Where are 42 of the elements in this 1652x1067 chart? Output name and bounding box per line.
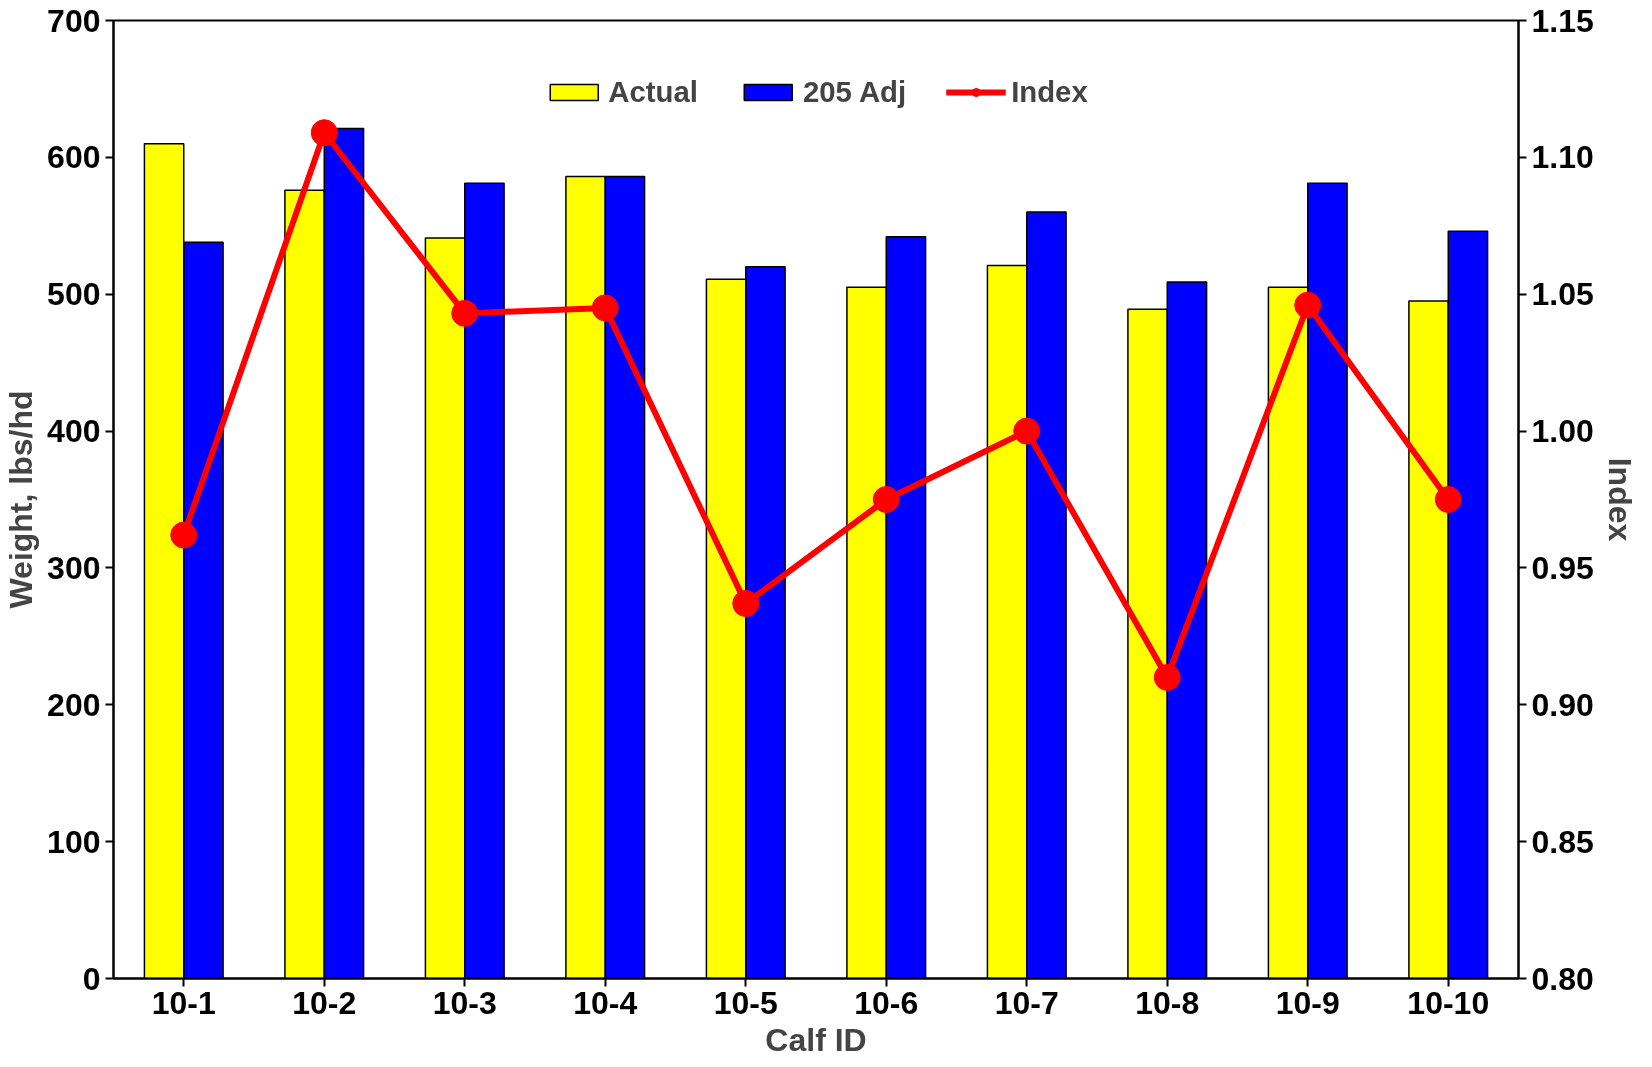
x-tick-label: 10-4: [573, 984, 638, 1021]
point: [1434, 486, 1462, 513]
y-tick-label: 400: [47, 413, 101, 450]
y2-tick-label: 0.85: [1531, 823, 1594, 860]
x-tick-label: 10-2: [292, 984, 357, 1021]
legend-label: Actual: [608, 75, 698, 109]
y-tick-label: 200: [47, 686, 101, 723]
point: [451, 299, 479, 327]
y2-tick-label: 1.10: [1531, 139, 1594, 176]
x-tick-label: 10-10: [1407, 984, 1490, 1021]
y-tick-label: 500: [47, 276, 101, 313]
point: [170, 521, 198, 549]
y-axis-title: Weight, lbs/hd: [3, 390, 40, 609]
point: [310, 119, 338, 147]
point: [872, 486, 900, 513]
y2-tick-label: 0.80: [1531, 960, 1594, 997]
y-tick-label: 300: [47, 549, 101, 586]
x-axis-title: Calf ID: [765, 1021, 867, 1058]
x-tick-label: 10-1: [151, 984, 216, 1021]
y-tick-label: 100: [47, 823, 101, 860]
y2-tick-label: 1.00: [1531, 413, 1594, 450]
x-tick-label: 10-5: [713, 984, 778, 1021]
y2-tick-label: 0.90: [1531, 686, 1594, 723]
point: [732, 590, 760, 617]
y2-tick-label: 0.95: [1531, 549, 1594, 586]
x-tick-label: 10-3: [432, 984, 497, 1021]
x-tick-label: 10-7: [994, 984, 1059, 1021]
y-tick-label: 600: [47, 139, 101, 176]
legend-label: 205 Adj: [802, 75, 907, 109]
x-tick-label: 10-6: [854, 984, 919, 1021]
y2-tick-label: 1.15: [1531, 2, 1594, 39]
point: [1013, 417, 1041, 445]
legend-label: Index: [1011, 75, 1088, 109]
y2-tick-label: 1.05: [1531, 276, 1594, 313]
point: [1153, 663, 1181, 691]
y2-axis-title: Index: [1601, 457, 1638, 542]
y-tick-label: 700: [47, 2, 101, 39]
point: [591, 294, 619, 322]
y-tick-label: 0: [82, 960, 101, 997]
point: [1294, 291, 1322, 319]
x-tick-label: 10-9: [1275, 984, 1340, 1021]
x-tick-label: 10-8: [1135, 984, 1200, 1021]
